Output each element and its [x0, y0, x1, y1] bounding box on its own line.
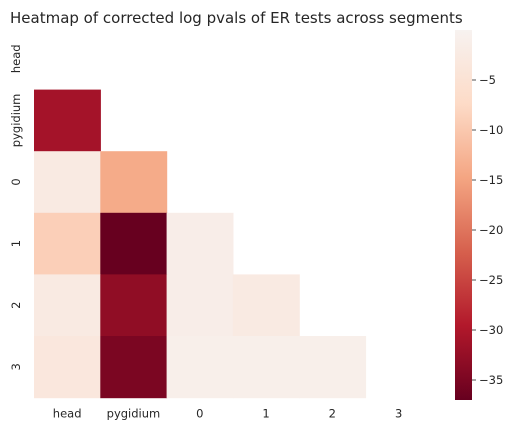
heatmap-cell-1-pygidium [100, 212, 168, 275]
colorbar-tick-label: −5 [479, 73, 496, 87]
x-tick-label: pygidium [107, 407, 161, 421]
heatmap-cell-2-0 [166, 274, 234, 337]
y-tick-label: 2 [9, 302, 23, 309]
colorbar-tick-label: −15 [479, 173, 503, 187]
x-tick-label: 0 [196, 407, 203, 421]
y-tick-label: pygidium [9, 94, 23, 148]
heatmap-cell-1-0 [166, 212, 234, 275]
colorbar-tick-label: −30 [479, 323, 503, 337]
chart-title: Heatmap of corrected log pvals of ER tes… [10, 9, 463, 27]
heatmap-cell-3-2 [299, 336, 367, 399]
heatmap-cell-0-pygidium [100, 151, 168, 214]
heatmap-cell-pygidium-head [34, 89, 101, 152]
colorbar-tick-label: −20 [479, 223, 503, 237]
heatmap-cell-3-head [34, 336, 101, 399]
x-tick-label: 3 [395, 407, 402, 421]
colorbar-ticks: −5 −10 −15 −20 −25 −30 −35 [472, 73, 503, 387]
y-tick-label: 3 [9, 363, 23, 370]
x-tick-labels: head pygidium 0 1 2 3 [53, 407, 403, 421]
y-tick-label: head [9, 44, 23, 73]
heatmap-cell-0-head [34, 151, 101, 214]
colorbar-tick-label: −35 [479, 373, 503, 387]
colorbar-tick-label: −10 [479, 123, 503, 137]
x-tick-label: 1 [262, 407, 269, 421]
heatmap-cell-3-0 [166, 336, 234, 399]
colorbar [455, 30, 472, 400]
y-tick-labels: head pygidium 0 1 2 3 [9, 44, 23, 370]
heatmap-cell-2-pygidium [100, 274, 168, 337]
heatmap-cell-3-1 [232, 336, 300, 399]
x-tick-label: 2 [329, 407, 336, 421]
y-tick-label: 1 [9, 240, 23, 247]
heatmap-cells [34, 89, 367, 399]
heatmap-cell-3-pygidium [100, 336, 168, 399]
y-tick-label: 0 [9, 178, 23, 185]
colorbar-tick-label: −25 [479, 273, 503, 287]
heatmap-cell-2-1 [232, 274, 300, 337]
heatmap-cell-1-head [34, 212, 101, 275]
heatmap-cell-2-head [34, 274, 101, 337]
x-tick-label: head [53, 407, 82, 421]
